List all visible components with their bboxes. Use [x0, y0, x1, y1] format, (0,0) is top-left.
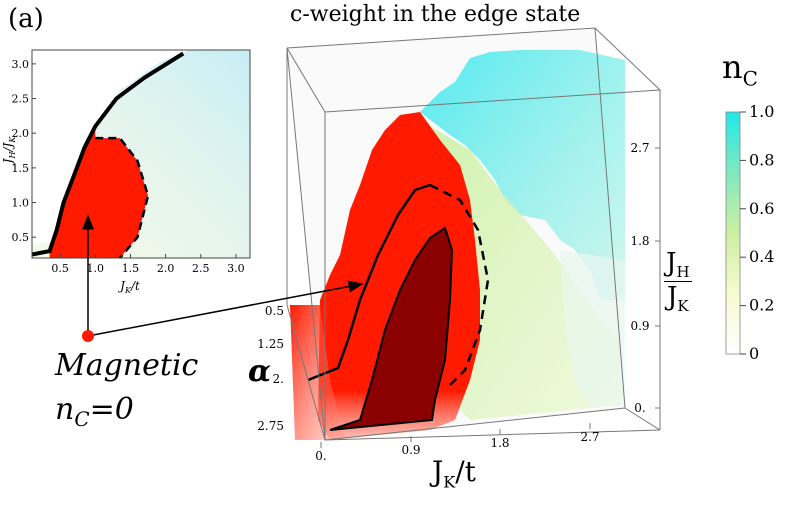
inset-phase-diagram: 0.5 1.0 1.5 2.0 2.5 3.0 0.5 1.0 1.5 2.0 2.5 3.0 JK…	[1, 49, 251, 295]
inset-x-tick-label: 1.0	[87, 262, 105, 275]
inset-solid-boundary	[31, 51, 185, 257]
colorbar: 1.0 0.8 0.6 0.4 0.2 0	[725, 102, 774, 363]
box-x-tick-label: 0.9	[401, 443, 420, 457]
inner-region-outline	[329, 226, 454, 431]
annotation-line-1: Magnetic	[55, 348, 199, 383]
annotation-line-2: nC=0	[55, 392, 134, 431]
inset-y-tick-label: 1.5	[12, 162, 30, 175]
inset-y-tick-label: 2.0	[12, 127, 30, 140]
inset-y-tick-label: 1.0	[12, 197, 30, 210]
colorbar-label: nC	[722, 48, 758, 91]
3d-solid-boundary	[307, 183, 431, 382]
inset-x-ticks: 0.5 1.0 1.5 2.0 2.5 3.0	[51, 254, 245, 275]
3d-heatmap: 0. 0.9 1.8 2.7 0. 0.9 1.8 2.7 0.5 1.25 2. 2.75	[257, 27, 661, 463]
inset-frame	[31, 49, 251, 259]
inset-magnetic-region	[49, 126, 148, 258]
cyan-region	[420, 50, 625, 300]
colorbar-tick-label: 0.8	[749, 150, 774, 169]
box-x-tick-label: 0.	[315, 449, 326, 463]
colorbar-tick-label: 0.4	[749, 247, 774, 266]
inset-y-tick-label: 0.5	[12, 231, 30, 244]
colorbar-tick-label: 0.2	[749, 296, 774, 315]
box-y-tick-label: 1.8	[630, 234, 649, 248]
front-red-block	[290, 305, 345, 440]
3d-dashed-boundary	[429, 183, 490, 386]
box-y-axis-label: JH JK	[664, 248, 692, 316]
colorbar-tick-label: 0	[749, 344, 759, 363]
main-chart-title: c-weight in the edge state	[290, 2, 581, 27]
box-x-axis-label: JK/t	[432, 455, 476, 492]
box-y-tick-label: 0.9	[630, 319, 649, 333]
colorbar-gradient	[725, 111, 741, 355]
box-z-tick-label: 1.25	[257, 337, 284, 351]
box-edges	[286, 27, 661, 441]
box-z-ticks: 0.5 1.25 2. 2.75	[257, 304, 284, 433]
inset-y-tick-label: 3.0	[12, 58, 30, 71]
inset-y-ticks: 0.5 1.0 1.5 2.0 2.5 3.0	[12, 58, 36, 244]
pale-region	[560, 250, 625, 408]
inset-y-tick-label: 2.5	[12, 93, 30, 106]
box-x-tick-label: 2.7	[580, 430, 599, 444]
box-z-tick-label: 2.75	[257, 419, 284, 433]
dark-red-inner-region	[330, 228, 452, 430]
inset-x-tick-label: 3.0	[227, 262, 245, 275]
inset-dashed-boundary	[95, 136, 150, 259]
box-y-tick-label: 2.7	[630, 141, 649, 155]
box-x-ticks: 0. 0.9 1.8 2.7	[315, 423, 600, 463]
inset-x-tick-label: 0.5	[51, 262, 69, 275]
box-y-ticks: 0. 0.9 1.8 2.7	[630, 141, 660, 415]
box-y-tick-label: 0.	[634, 401, 645, 415]
arrow-to-3d	[87, 280, 364, 337]
box-z-tick-label: 2.	[273, 372, 284, 386]
colorbar-tick-label: 1.0	[749, 102, 774, 121]
inset-y-axis-label: JH/JK	[1, 136, 17, 167]
inset-x-tick-label: 2.0	[157, 262, 175, 275]
annotation-arrows	[82, 214, 364, 342]
box-z-tick-label: 0.5	[265, 304, 284, 318]
inset-x-tick-label: 2.5	[192, 262, 210, 275]
annotation-dot	[82, 330, 94, 342]
inset-x-axis-label: JK/t	[117, 279, 140, 295]
box-x-tick-label: 1.8	[490, 436, 509, 450]
box-z-axis-label: α	[248, 354, 272, 389]
colorbar-tick-label: 0.6	[749, 199, 774, 218]
panel-label: (a)	[8, 4, 44, 34]
inset-x-tick-label: 1.5	[122, 262, 140, 275]
colorbar-ticks: 1.0 0.8 0.6 0.4 0.2 0	[740, 102, 774, 363]
